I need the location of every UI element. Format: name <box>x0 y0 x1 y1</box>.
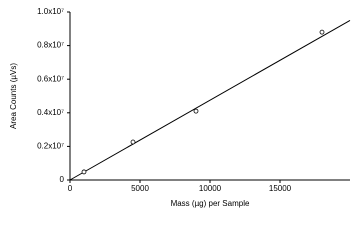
x-tick-label: 15000 <box>269 184 292 193</box>
x-axis-label: Mass (µg) per Sample <box>171 199 250 208</box>
data-point <box>81 169 87 175</box>
x-tick-label: 10000 <box>199 184 222 193</box>
x-tick-label: 5000 <box>131 184 149 193</box>
y-tick-label: 0.4x10⁷ <box>37 108 64 117</box>
y-axis-label: Area Counts (µVs) <box>9 63 18 129</box>
y-tick-label: 0.2x10⁷ <box>37 142 64 151</box>
trendline <box>69 19 351 181</box>
data-point <box>130 139 136 145</box>
y-tick-label: 0.6x10⁷ <box>37 74 64 83</box>
y-tick-label: 0.8x10⁷ <box>37 41 64 50</box>
chart: Mass (µg) per Sample Area Counts (µVs) 0… <box>9 7 351 208</box>
x-tick-label: 0 <box>68 184 73 193</box>
y-tick-label: 1.0x10⁷ <box>37 7 64 16</box>
data-point <box>193 108 199 114</box>
y-tick-label: 0 <box>60 175 65 184</box>
data-point <box>319 29 325 35</box>
